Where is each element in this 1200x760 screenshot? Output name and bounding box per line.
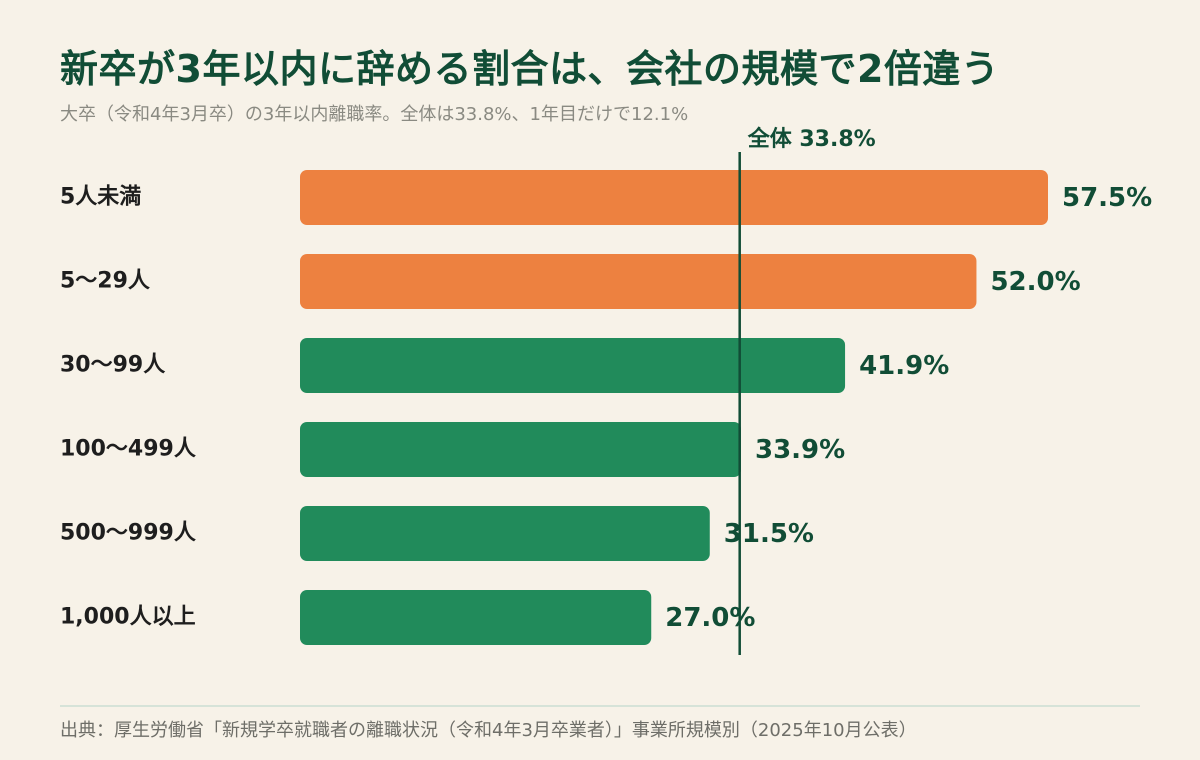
source-note: 出典：厚生労働省「新規学卒就職者の離職状況（令和4年3月卒業者）」事業所規模別（… — [60, 720, 917, 741]
bar-3 — [300, 422, 741, 477]
bar-4 — [300, 506, 710, 561]
value-label-0: 57.5% — [1062, 183, 1152, 213]
chart-title: 新卒が3年以内に辞める割合は、会社の規模で2倍違う — [60, 47, 1000, 91]
bar-5 — [300, 590, 652, 645]
value-label-4: 31.5% — [724, 519, 814, 549]
value-label-5: 27.0% — [665, 603, 755, 633]
bar-2 — [300, 338, 846, 393]
chart-subtitle: 大卒（令和4年3月卒）の3年以内離職率。全体は33.8%、1年目だけで12.1% — [60, 104, 689, 125]
category-label-0: 5人未満 — [60, 184, 141, 210]
category-label-4: 500〜999人 — [60, 521, 196, 546]
footer-divider — [60, 705, 1140, 707]
category-label-2: 30〜99人 — [60, 353, 165, 378]
reference-line-label: 全体 33.8% — [747, 126, 876, 152]
category-label-5: 1,000人以上 — [60, 605, 196, 630]
value-label-1: 52.0% — [990, 267, 1080, 297]
bar-0 — [300, 170, 1048, 225]
value-label-2: 41.9% — [859, 351, 949, 381]
category-label-3: 100〜499人 — [60, 437, 196, 462]
bar-1 — [300, 254, 977, 309]
category-label-1: 5〜29人 — [60, 269, 150, 294]
value-label-3: 33.9% — [755, 435, 845, 465]
